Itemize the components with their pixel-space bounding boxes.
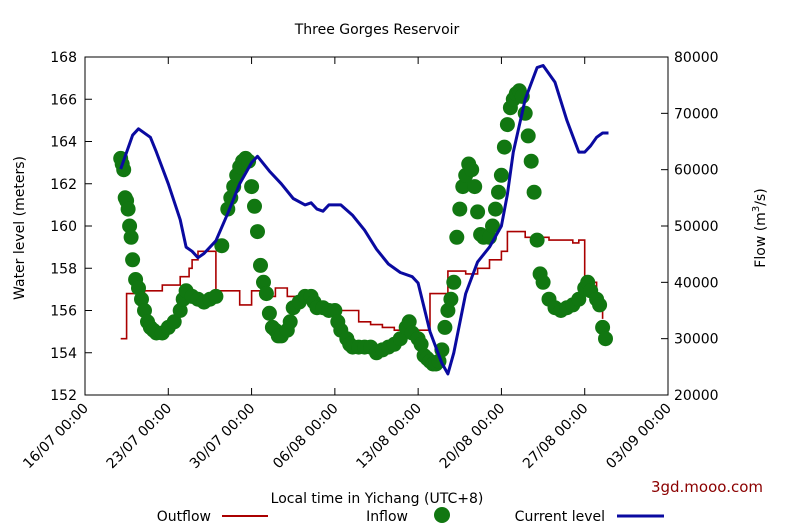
tick-labels: 16/07 00:00 23/07 00:00 30/07 00:00 06/08 0… bbox=[20, 50, 718, 472]
inflow-point-85 bbox=[440, 303, 456, 318]
y-left-tick-label-2: 156 bbox=[50, 304, 77, 320]
x-tick-label-7: 03/09 00:00 bbox=[603, 401, 675, 473]
inflow-point-7 bbox=[123, 229, 139, 245]
inflow-point-6 bbox=[122, 218, 138, 234]
y-axis-right-label: Flow (m3/s) bbox=[751, 188, 769, 267]
inflow-point-39 bbox=[250, 224, 265, 240]
inflow-point-41 bbox=[256, 274, 271, 290]
inflow-point-28 bbox=[214, 238, 230, 254]
inflow-point-37 bbox=[244, 179, 260, 195]
legend-label-outflow: Outflow bbox=[157, 509, 211, 525]
y-left-tick-label-3: 158 bbox=[50, 261, 77, 277]
x-tick-label-2: 30/07 00:00 bbox=[187, 401, 259, 473]
credit-text: 3gd.mooo.com bbox=[651, 478, 763, 496]
inflow-point-36 bbox=[241, 153, 257, 169]
x-tick-label-0: 16/07 00:00 bbox=[20, 401, 92, 473]
x-tick-label-6: 27/08 00:00 bbox=[520, 401, 592, 473]
series-current-level-line bbox=[119, 64, 609, 376]
inflow-point-100 bbox=[488, 201, 503, 217]
y-left-tick-label-8: 168 bbox=[50, 50, 77, 66]
legend-label-inflow: Inflow bbox=[366, 509, 408, 525]
inflow-point-93 bbox=[464, 162, 480, 178]
inflow-point-71 bbox=[392, 331, 408, 347]
inflow-point-58 bbox=[327, 303, 343, 318]
inflow-point-95 bbox=[470, 204, 486, 220]
legend-label-current-level: Current level bbox=[515, 509, 605, 525]
x-axis-label: Local time in Yichang (UTC+8) bbox=[271, 491, 484, 507]
inflow-point-49 bbox=[282, 314, 298, 330]
series-inflow-points bbox=[113, 83, 613, 372]
y-left-tick-label-7: 166 bbox=[50, 92, 77, 108]
inflow-point-103 bbox=[496, 139, 512, 155]
inflow-point-113 bbox=[526, 184, 542, 200]
inflow-point-27 bbox=[208, 288, 224, 304]
inflow-point-89 bbox=[452, 201, 468, 217]
y-axis-right-label-end: /s) bbox=[753, 188, 769, 205]
y-left-tick-label-1: 154 bbox=[50, 346, 77, 362]
x-tick-label-5: 20/08 00:00 bbox=[437, 401, 509, 473]
inflow-point-43 bbox=[261, 305, 277, 321]
y-left-tick-label-4: 160 bbox=[50, 219, 77, 235]
inflow-point-127 bbox=[592, 297, 608, 313]
inflow-point-40 bbox=[253, 257, 268, 273]
inflow-point-38 bbox=[247, 198, 262, 214]
y-axis-right-label-sup: 3 bbox=[751, 206, 762, 212]
inflow-point-111 bbox=[520, 128, 536, 144]
y-axis-right-label-main: Flow (m bbox=[753, 212, 769, 268]
y-left-tick-label-6: 164 bbox=[50, 135, 77, 151]
inflow-point-128 bbox=[595, 319, 611, 335]
inflow-point-12 bbox=[137, 303, 152, 318]
inflow-point-2 bbox=[116, 162, 132, 178]
inflow-point-122 bbox=[571, 291, 587, 307]
series-outflow-line bbox=[120, 230, 604, 340]
inflow-point-19 bbox=[166, 314, 182, 330]
y-left-tick-label-0: 152 bbox=[50, 388, 77, 404]
plot-frame bbox=[84, 56, 669, 396]
inflow-point-90 bbox=[455, 179, 471, 195]
y-left-tick-label-5: 162 bbox=[50, 177, 77, 193]
inflow-point-87 bbox=[446, 274, 462, 290]
legend: Outflow Inflow Current level bbox=[157, 507, 664, 525]
legend-swatch-inflow bbox=[434, 507, 450, 523]
x-tick-label-1: 23/07 00:00 bbox=[104, 401, 176, 473]
inflow-point-101 bbox=[491, 184, 506, 200]
chart-title: Three Gorges Reservoir bbox=[294, 22, 460, 38]
x-tick-label-4: 13/08 00:00 bbox=[353, 401, 425, 473]
inflow-point-112 bbox=[523, 153, 539, 169]
inflow-point-88 bbox=[449, 229, 465, 245]
y-right-tick-label-3: 50000 bbox=[674, 219, 719, 235]
plot-area bbox=[113, 64, 613, 376]
y-right-tick-label-6: 80000 bbox=[674, 50, 719, 66]
inflow-point-116 bbox=[535, 274, 551, 290]
inflow-point-102 bbox=[493, 167, 509, 183]
y-right-tick-label-2: 40000 bbox=[674, 275, 719, 291]
inflow-point-11 bbox=[134, 291, 149, 307]
y-right-tick-label-0: 20000 bbox=[674, 388, 719, 404]
inflow-point-84 bbox=[437, 319, 453, 335]
inflow-point-94 bbox=[467, 179, 483, 195]
inflow-point-42 bbox=[258, 286, 274, 302]
inflow-point-129 bbox=[598, 331, 613, 347]
inflow-point-20 bbox=[172, 303, 188, 318]
inflow-point-5 bbox=[120, 201, 136, 217]
y-right-tick-label-1: 30000 bbox=[674, 332, 719, 348]
inflow-point-99 bbox=[485, 218, 500, 234]
inflow-point-8 bbox=[125, 252, 141, 268]
y-right-tick-label-4: 60000 bbox=[674, 163, 719, 179]
inflow-point-86 bbox=[443, 291, 459, 307]
y-right-tick-label-5: 70000 bbox=[674, 106, 719, 122]
inflow-point-114 bbox=[529, 232, 545, 248]
inflow-point-76 bbox=[413, 336, 429, 352]
x-tick-label-3: 06/08 00:00 bbox=[270, 401, 342, 473]
inflow-point-104 bbox=[499, 117, 515, 133]
y-axis-left-label: Water level (meters) bbox=[12, 156, 28, 300]
